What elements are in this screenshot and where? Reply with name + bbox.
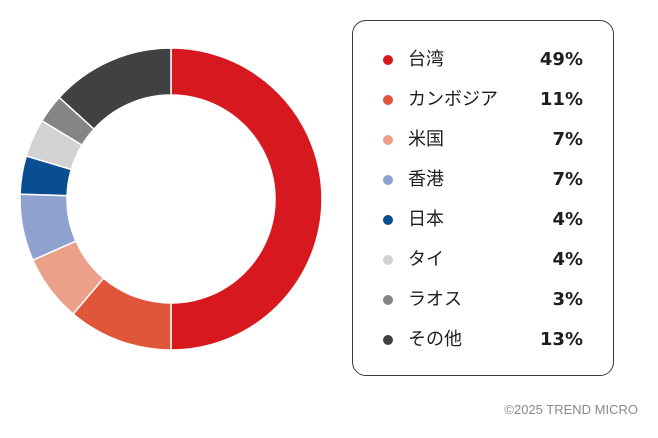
legend-value: 13% <box>539 329 583 350</box>
legend-value: 7% <box>552 169 583 190</box>
legend-marker <box>383 95 393 105</box>
legend-label: カンボジア <box>408 89 498 110</box>
legend-value: 7% <box>552 129 583 150</box>
donut-slice <box>58 47 172 131</box>
legend-marker <box>383 175 393 185</box>
legend-marker <box>383 255 393 265</box>
legend-item: カンボジア 11% <box>353 86 613 114</box>
legend: 台湾 49% カンボジア 11% 米国 7% 香港 7% 日本 4% タイ 4% <box>352 20 614 376</box>
legend-label: タイ <box>408 249 444 270</box>
legend-value: 11% <box>539 89 583 110</box>
legend-value: 4% <box>552 209 583 230</box>
donut-chart <box>19 47 323 351</box>
copyright-text: ©2025 TREND MICRO <box>504 402 638 417</box>
legend-item: 台湾 49% <box>353 46 613 74</box>
legend-item: 香港 7% <box>353 166 613 194</box>
legend-label: ラオス <box>408 289 462 310</box>
donut-slice <box>170 47 323 351</box>
legend-marker <box>383 55 393 65</box>
legend-value: 4% <box>552 249 583 270</box>
legend-item: タイ 4% <box>353 246 613 274</box>
legend-marker <box>383 335 393 345</box>
legend-label: 台湾 <box>408 49 444 70</box>
legend-item: 米国 7% <box>353 126 613 154</box>
legend-marker <box>383 295 393 305</box>
legend-item: その他 13% <box>353 326 613 354</box>
legend-item: 日本 4% <box>353 206 613 234</box>
legend-label: その他 <box>408 329 462 350</box>
legend-label: 米国 <box>408 129 444 150</box>
legend-item: ラオス 3% <box>353 286 613 314</box>
legend-value: 3% <box>552 289 583 310</box>
legend-marker <box>383 215 393 225</box>
legend-label: 香港 <box>408 169 444 190</box>
legend-label: 日本 <box>408 209 444 230</box>
legend-marker <box>383 135 393 145</box>
legend-value: 49% <box>539 49 583 70</box>
